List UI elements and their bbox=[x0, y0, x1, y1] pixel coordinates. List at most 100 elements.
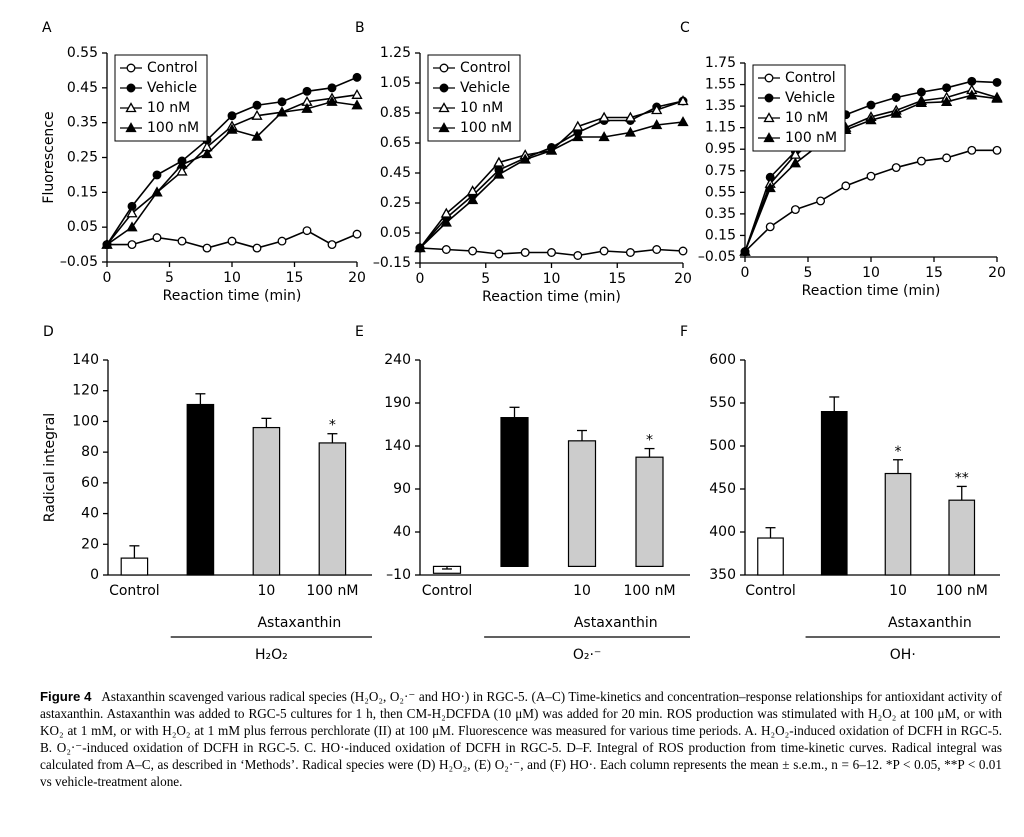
y-tick-label: 0.05 bbox=[67, 219, 98, 235]
y-tick-label: 400 bbox=[709, 524, 736, 540]
x-tick-label: 10 bbox=[223, 270, 241, 286]
point bbox=[816, 196, 826, 206]
point bbox=[177, 236, 187, 246]
series-line bbox=[744, 149, 997, 253]
point bbox=[599, 246, 609, 256]
x-axis-label: Reaction time (min) bbox=[163, 288, 302, 304]
bar bbox=[884, 472, 912, 576]
x-tick-label: 100 nM bbox=[936, 583, 988, 599]
point bbox=[942, 83, 952, 93]
y-tick-label: 140 bbox=[72, 352, 99, 368]
point bbox=[915, 97, 928, 108]
point bbox=[301, 102, 313, 113]
x-tick-label: Control bbox=[422, 583, 473, 599]
point bbox=[276, 106, 288, 117]
y-tick-label: 0.55 bbox=[705, 184, 736, 200]
point bbox=[572, 120, 584, 131]
y-tick-label: 0.15 bbox=[67, 184, 98, 200]
x-tick-label: 20 bbox=[674, 271, 692, 287]
point bbox=[152, 233, 162, 243]
significance: * bbox=[329, 418, 336, 434]
point bbox=[176, 165, 188, 176]
point bbox=[302, 86, 312, 96]
legend-label: Vehicle bbox=[147, 80, 197, 96]
point bbox=[227, 111, 237, 121]
x-tick-label: 15 bbox=[925, 265, 943, 281]
point bbox=[327, 83, 337, 93]
point bbox=[152, 170, 162, 180]
x-tick-label: 10 bbox=[889, 583, 907, 599]
point bbox=[277, 97, 287, 107]
y-tick-label: 60 bbox=[81, 475, 99, 491]
condition-label: OH· bbox=[890, 647, 916, 663]
point bbox=[651, 119, 663, 130]
y-tick-label: 0.05 bbox=[380, 225, 411, 241]
x-tick-label: 10 bbox=[862, 265, 880, 281]
point bbox=[252, 243, 262, 253]
point bbox=[327, 240, 337, 250]
x-tick-label: 5 bbox=[804, 265, 813, 281]
point bbox=[625, 248, 635, 257]
point bbox=[201, 148, 213, 159]
point bbox=[764, 93, 774, 103]
y-tick-label: 140 bbox=[384, 438, 411, 454]
point bbox=[493, 168, 505, 179]
group-label: Astaxanthin bbox=[888, 615, 972, 631]
point bbox=[126, 207, 138, 218]
point bbox=[151, 186, 163, 197]
point bbox=[302, 226, 312, 236]
x-tick-label: 0 bbox=[741, 265, 750, 281]
y-tick-label: 500 bbox=[709, 438, 736, 454]
point bbox=[439, 63, 449, 73]
point bbox=[494, 249, 504, 259]
y-axis-label: Radical integral bbox=[42, 413, 58, 522]
y-tick-label: 450 bbox=[709, 481, 736, 497]
point bbox=[891, 163, 901, 172]
y-tick-label: 240 bbox=[384, 352, 411, 368]
y-tick-label: 190 bbox=[384, 395, 411, 411]
bar bbox=[567, 440, 597, 567]
point bbox=[251, 109, 263, 120]
point bbox=[251, 130, 263, 141]
panel-letter: A bbox=[42, 20, 52, 36]
y-tick-label: 40 bbox=[81, 506, 99, 522]
y-tick-label: 0.35 bbox=[67, 115, 98, 131]
legend-label: Control bbox=[147, 60, 198, 76]
point bbox=[441, 245, 451, 254]
x-tick-label: 0 bbox=[416, 271, 425, 287]
point bbox=[763, 112, 775, 123]
point bbox=[916, 156, 926, 166]
point bbox=[352, 229, 362, 239]
point bbox=[967, 145, 977, 155]
legend-label: Vehicle bbox=[460, 80, 510, 96]
point bbox=[127, 240, 137, 250]
y-tick-label: 550 bbox=[709, 395, 736, 411]
point bbox=[126, 221, 138, 232]
point bbox=[101, 238, 113, 249]
point bbox=[991, 92, 1003, 103]
point bbox=[790, 205, 800, 215]
y-tick-label: 80 bbox=[81, 444, 99, 460]
y-tick-label: 0.55 bbox=[67, 45, 98, 61]
y-tick-label: –0.15 bbox=[373, 255, 411, 271]
group-label: Astaxanthin bbox=[574, 615, 658, 631]
point bbox=[493, 156, 505, 167]
y-tick-label: –0.05 bbox=[60, 254, 98, 270]
point bbox=[677, 95, 689, 106]
point bbox=[763, 132, 775, 143]
point bbox=[739, 245, 751, 256]
x-axis-label: Reaction time (min) bbox=[482, 289, 621, 305]
y-tick-label: 1.05 bbox=[380, 75, 411, 91]
point bbox=[440, 216, 452, 227]
point bbox=[468, 246, 478, 256]
x-tick-label: 15 bbox=[608, 271, 626, 287]
y-tick-label: 20 bbox=[81, 536, 99, 552]
caption-text: Astaxanthin scavenged various radical sp… bbox=[40, 689, 1003, 789]
point bbox=[438, 102, 450, 113]
y-tick-label: 0 bbox=[90, 567, 99, 583]
legend-label: 100 nM bbox=[147, 120, 199, 136]
point bbox=[624, 111, 637, 122]
significance: * bbox=[646, 433, 653, 449]
x-tick-label: 10 bbox=[257, 583, 275, 599]
